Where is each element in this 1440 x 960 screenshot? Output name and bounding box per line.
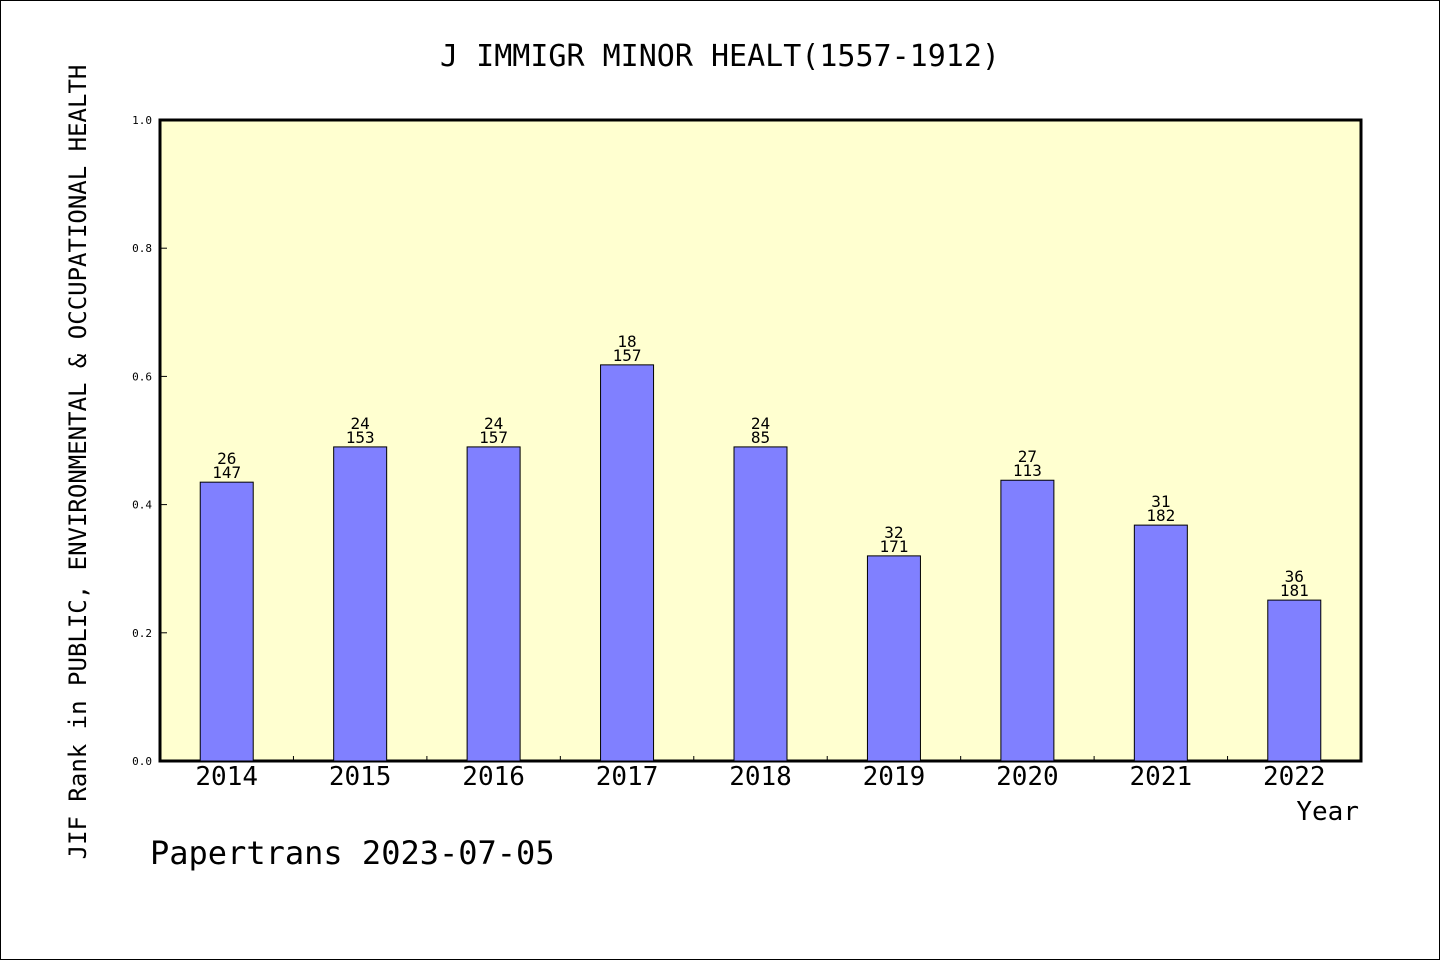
x-tick-label: 2022 [1263,762,1326,792]
bar-rank-label: 27 [1018,447,1037,466]
x-tick-label: 2018 [729,762,792,792]
bar-total-label: 171 [879,537,908,556]
y-axis: 0.0 0.2 0.4 0.6 0.8 1.0 [132,114,167,768]
bar-rank-label: 31 [1151,492,1170,511]
chart-title: J IMMIGR MINOR HEALT(1557-1912) [440,39,1000,74]
bar [466,446,521,762]
bar-rank-label: 18 [617,332,636,351]
y-tick-label: 0.8 [132,242,152,255]
footer-text: Papertrans 2023-07-05 [150,834,555,872]
x-tick-label: 2014 [195,762,258,792]
bar-rank-label: 32 [884,523,903,542]
bars: 2614724153241571815724853217127113311823… [199,332,1322,762]
bar [199,481,254,762]
bar-total-label: 147 [212,463,241,482]
bar [333,446,388,762]
bar-total-label: 157 [613,346,642,365]
bar [1000,479,1055,762]
y-tick-label: 0.4 [132,499,152,512]
bar-total-label: 153 [346,428,375,447]
bar-rank-label: 26 [217,449,236,468]
bar-rank-label: 24 [751,414,770,433]
bar-total-label: 182 [1146,506,1175,525]
x-tick-label: 2017 [596,762,659,792]
bar [1267,599,1322,762]
bar-total-label: 181 [1280,581,1309,600]
bar [866,555,921,762]
bar-total-label: 85 [751,428,770,447]
bar [600,364,655,762]
y-tick-label: 0.0 [132,755,152,768]
y-tick-label: 1.0 [132,114,152,127]
y-tick-label: 0.2 [132,627,152,640]
x-axis-label: Year [1296,797,1359,827]
bar [1133,524,1188,762]
bar-rank-label: 36 [1285,567,1304,586]
y-tick-label: 0.6 [132,370,152,383]
x-axis: 2014 2015 2016 2017 2018 2019 2020 2021 2022 [195,756,1326,792]
bar-total-label: 157 [479,428,508,447]
bar [733,446,788,762]
bar-total-label: 113 [1013,461,1042,480]
x-tick-label: 2020 [996,762,1059,792]
x-tick-label: 2016 [462,762,525,792]
bar-rank-label: 24 [484,414,503,433]
x-tick-label: 2021 [1130,762,1193,792]
x-tick-label: 2015 [329,762,392,792]
bar-rank-label: 24 [351,414,370,433]
x-tick-label: 2019 [863,762,926,792]
y-axis-label: JIF Rank in PUBLIC, ENVIRONMENTAL & OCCU… [64,65,92,860]
